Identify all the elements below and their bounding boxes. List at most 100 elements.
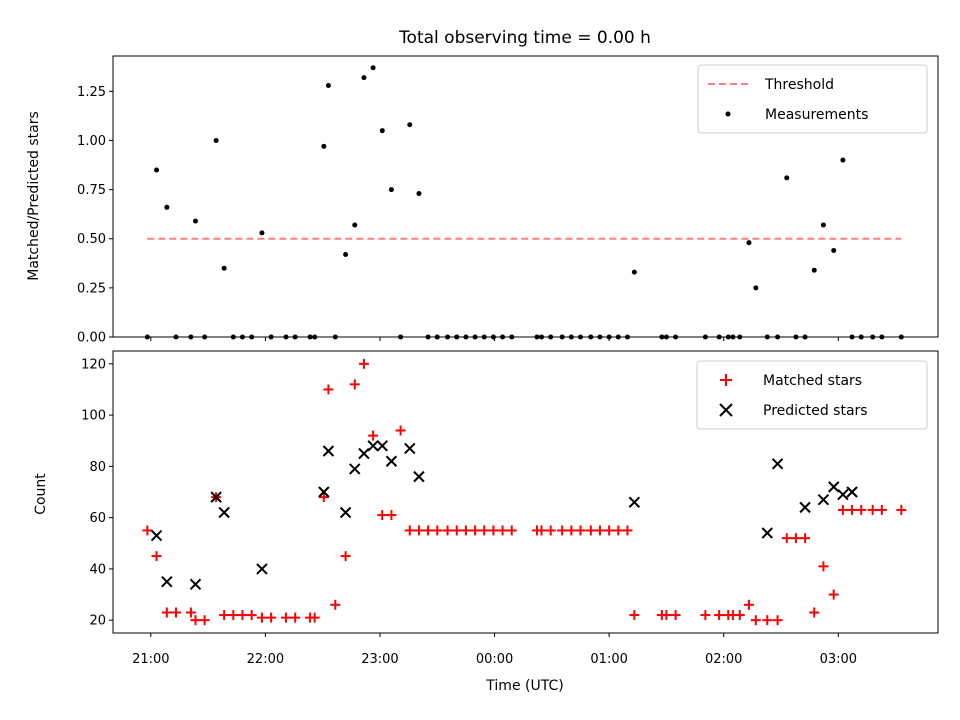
measurement-point (663, 334, 669, 340)
predicted-star-point (210, 491, 222, 503)
measurement-point (898, 334, 904, 340)
bottom-y-tick-label: 100 (81, 409, 106, 424)
matched-star-point (781, 533, 792, 544)
measurement-point (343, 251, 349, 257)
legend-predicted-label: Predicted stars (763, 403, 868, 419)
measurement-point (307, 334, 313, 340)
matched-star-point (256, 612, 267, 623)
matched-star-point (762, 615, 773, 626)
matched-star-point (613, 525, 624, 536)
predicted-star-point (837, 488, 849, 501)
matched-star-point (358, 358, 369, 369)
matched-star-point (237, 610, 248, 621)
matched-star-point (330, 599, 341, 610)
matched-star-point (818, 561, 829, 572)
measurement-point (164, 204, 170, 210)
predicted-star-point (339, 506, 352, 519)
measurement-point (454, 334, 460, 340)
measurement-point (213, 137, 219, 143)
matched-star-point (151, 551, 162, 562)
matched-star-point (772, 615, 783, 626)
measurement-point (283, 334, 289, 340)
matched-star-point (497, 525, 508, 536)
measurement-point (388, 187, 394, 193)
measurement-point (858, 334, 864, 340)
bottom-y-tick-label: 60 (89, 511, 106, 526)
matched-star-point (190, 615, 201, 626)
predicted-star-point (846, 486, 858, 498)
matched-star-point (470, 525, 481, 536)
measurement-point (188, 334, 194, 340)
matched-star-point (323, 384, 334, 395)
matched-star-point (199, 615, 210, 626)
bottom-y-axis-label: Count (33, 473, 49, 515)
bottom-plot-area: 20 40 60 80 100 120 21:00 22:00 23:00 00:00 01:00 0… (81, 357, 907, 667)
bottom-plot-frame (112, 350, 939, 634)
predicted-star-point (322, 445, 335, 457)
matched-star-point (460, 525, 471, 536)
matched-star-point (876, 504, 887, 515)
bottom-y-tick-label: 20 (89, 614, 106, 629)
measurement-point (193, 218, 198, 224)
measurement-point (716, 334, 722, 340)
measurement-point (221, 265, 227, 271)
measurement-point (849, 334, 855, 340)
measurement-point (202, 334, 208, 340)
legend-measurements-swatch (725, 111, 731, 117)
measurement-point (321, 143, 327, 149)
predicted-star-point (628, 496, 641, 508)
legend-matched-label: Matched stars (763, 373, 862, 389)
x-tick-label: 00:00 (476, 652, 513, 667)
measurement-point (292, 334, 298, 340)
measurement-point (725, 334, 731, 340)
matched-star-point (700, 610, 711, 621)
measurement-point (472, 334, 478, 340)
predicted-star-point (817, 493, 830, 506)
predicted-star-point (150, 529, 163, 542)
measurement-point (490, 334, 496, 340)
top-legend-box (697, 64, 928, 134)
predicted-star-point (761, 527, 773, 539)
matched-star-point (809, 607, 820, 618)
top-y-tick-label: 0.75 (77, 183, 106, 198)
x-tick-label: 21:00 (132, 652, 169, 667)
top-plot-area: 0.00 0.25 0.50 0.75 1.00 1.25 (77, 65, 904, 346)
legend-predicted-swatch (719, 403, 733, 417)
matched-star-point (377, 510, 388, 521)
legend-threshold-label: Threshold (764, 77, 834, 93)
measurement-point (870, 334, 876, 340)
measurement-point (746, 240, 752, 246)
measurement-point (793, 334, 799, 340)
matched-star-point (185, 607, 196, 618)
measurement-point (379, 128, 385, 134)
matched-star-point (266, 612, 277, 623)
measurement-point (230, 334, 236, 340)
top-legend: Threshold Measurements (697, 64, 928, 134)
top-y-axis-label: Matched/Predicted stars (26, 111, 42, 281)
measurement-point (802, 334, 808, 340)
matched-star-point (743, 599, 754, 610)
measurement-point (239, 334, 245, 340)
predicted-star-point (189, 578, 202, 590)
x-axis-label: Time (UTC) (485, 678, 563, 694)
measurement-point (673, 334, 679, 340)
matched-star-point (479, 525, 490, 536)
measurement-point (398, 334, 404, 340)
measurement-point (737, 334, 743, 340)
measurement-point (879, 334, 885, 340)
measurement-point (631, 269, 637, 275)
matched-star-point (856, 504, 867, 515)
bottom-y-tick-label: 120 (81, 357, 106, 372)
matched-star-point (629, 610, 640, 621)
measurement-point (568, 334, 574, 340)
measurement-point (753, 285, 759, 291)
measurement-point (481, 334, 487, 340)
top-y-tick-label: 0.00 (77, 331, 106, 346)
measurement-point (784, 175, 790, 181)
matched-star-point (309, 612, 320, 623)
top-y-tick-label: 0.25 (77, 281, 106, 296)
measurement-point (730, 334, 736, 340)
matched-star-point (575, 525, 586, 536)
measurement-point (615, 334, 621, 340)
